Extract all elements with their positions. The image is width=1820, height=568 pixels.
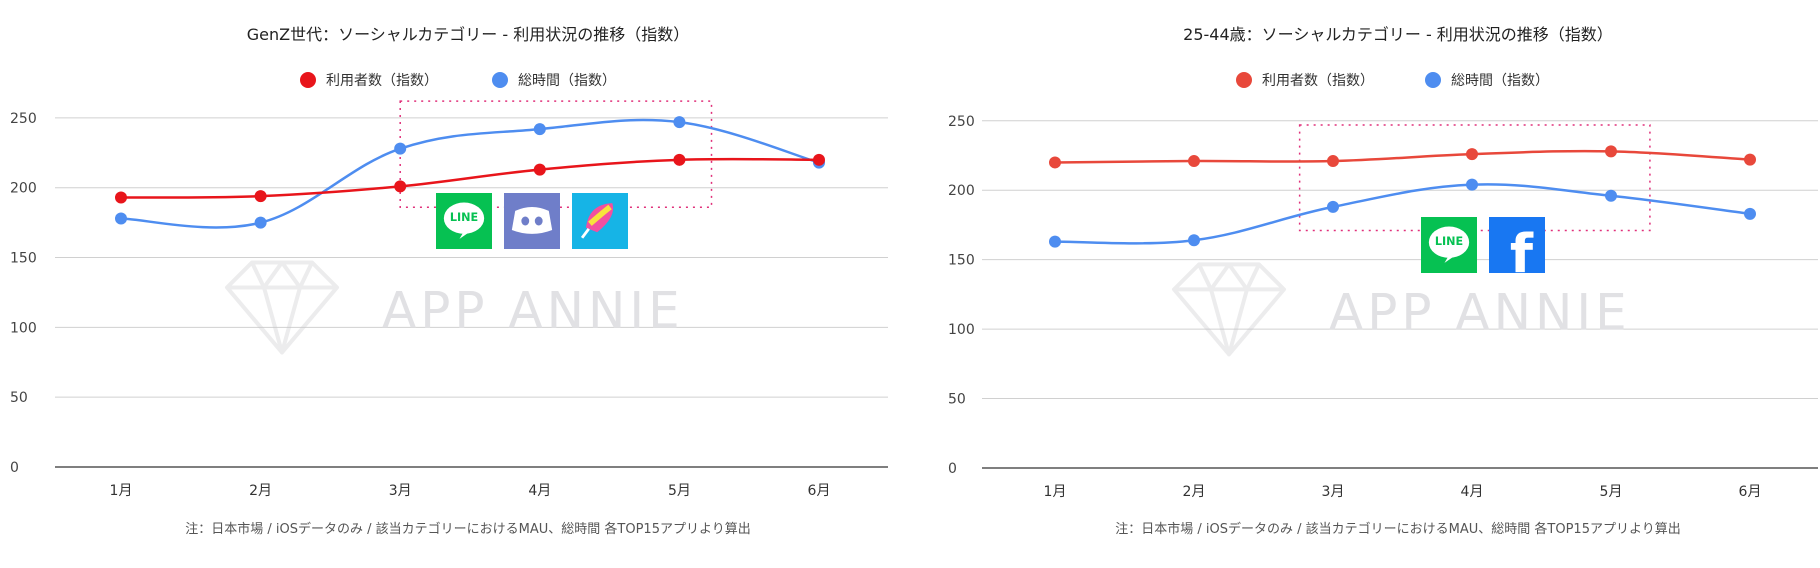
chart-genz-svg: GenZ世代：ソーシャルカテゴリー - 利用状況の推移（指数） 利用者数（指数） 総… [10,25,888,537]
x-tick-label: 3月 [1322,484,1345,500]
y-tick-label: 150 [948,253,975,269]
discord-icon-eye [521,216,530,226]
y-tick-label: 200 [10,181,37,197]
chart-25-44-svg: 25-44歳：ソーシャルカテゴリー - 利用状況の推移（指数） 利用者数（指数） 総… [948,25,1818,537]
y-tick-label: 100 [10,320,37,336]
x-tick-label: 1月 [1044,484,1067,500]
series-1-point [533,123,546,136]
legend-marker [1425,72,1441,88]
chart-25-44: 25-44歳：ソーシャルカテゴリー - 利用状況の推移（指数） 利用者数（指数） 総… [930,0,1820,564]
legend-marker [1236,72,1252,88]
highlight-box [399,100,713,209]
discord-icon-eye [534,216,543,226]
y-tick-label: 50 [948,392,966,408]
series-0-point [1049,156,1061,169]
series-line-0 [120,157,820,199]
series-line-0 [1054,149,1751,164]
series-0-point [1605,145,1617,158]
series-0-point [533,163,546,176]
series-0-point [673,153,686,166]
peing-icon-quill [580,228,590,239]
y-tick-label: 250 [10,111,37,127]
line-icon: LINE [1421,217,1477,273]
y-tick-label: 0 [948,461,957,477]
series-1-point [1466,178,1478,191]
x-tick-label: 2月 [1183,484,1206,500]
series-0-point [1466,148,1478,161]
x-tick-label: 2月 [249,483,272,499]
watermark-text: APP ANNIE [1329,283,1631,341]
facebook-icon-bg [1489,217,1545,273]
series-1-point [673,116,686,129]
y-tick-label: 250 [948,114,975,130]
legend-marker [492,72,508,88]
series-1-point [254,216,267,229]
chart-title: GenZ世代：ソーシャルカテゴリー - 利用状況の推移（指数） [247,25,690,44]
x-tick-label: 3月 [389,483,412,499]
app-annie-watermark [225,260,339,355]
legend: 利用者数（指数） 総時間（指数） [1236,72,1549,89]
app-icons: LINE f [1421,217,1545,285]
discord-icon [504,193,560,249]
series-line-1 [1054,183,1751,245]
line-icon: LINE [436,193,492,249]
legend-marker [300,72,316,88]
line-icon-mark: LINE [450,211,478,224]
x-tick-label: 1月 [110,483,133,499]
facebook-icon-mark: f [1510,223,1534,285]
series-1-point [1327,200,1339,213]
series-1-point [115,212,127,225]
series-0-point [813,153,825,166]
highlight-box [1298,124,1651,232]
series-1-point [394,142,407,155]
series-1-point [1744,207,1756,220]
x-tick-label: 6月 [1739,484,1762,500]
x-tick-label: 5月 [1600,484,1623,500]
y-tick-label: 100 [948,322,975,338]
discord-icon-face [511,207,553,234]
peing-icon-stripe [588,204,612,226]
x-tick-label: 4月 [528,483,551,499]
series-1-point [1605,189,1617,202]
series-1-point [1188,234,1200,247]
series-1-point [1049,235,1061,248]
peing-icon [572,193,628,249]
y-tick-label: 200 [948,183,975,199]
line-icon-tail [459,231,471,239]
watermark-diamond-icon [1172,262,1286,357]
watermark-text: APP ANNIE [382,281,684,339]
footnote: 注：日本市場 / iOSデータのみ / 該当カテゴリーにおけるMAU、総時間 各… [185,521,750,537]
watermark-diamond-icon [225,260,339,355]
app-annie-watermark [1172,262,1286,357]
line-icon-bubble [443,202,485,234]
series-0-point [1188,155,1200,168]
legend-label: 総時間（指数） [518,73,616,89]
x-tick-label: 6月 [808,483,831,499]
x-tick-label: 4月 [1461,484,1484,500]
y-tick-label: 50 [10,390,28,406]
app-icons: LINE [436,193,628,249]
chart-title: 25-44歳：ソーシャルカテゴリー - 利用状況の推移（指数） [1183,25,1613,44]
legend: 利用者数（指数） 総時間（指数） [300,72,616,89]
legend-label: 利用者数（指数） [1262,73,1374,89]
footnote: 注：日本市場 / iOSデータのみ / 該当カテゴリーにおけるMAU、総時間 各… [1115,521,1680,537]
facebook-icon: f [1489,217,1545,285]
legend-label: 利用者数（指数） [326,73,438,89]
series-0-point [1327,155,1339,168]
series-0-point [1744,153,1756,166]
series-0-point [394,180,407,193]
legend-label: 総時間（指数） [1451,73,1549,89]
series-0-point [254,190,267,203]
line-icon-mark: LINE [1435,235,1463,248]
y-tick-label: 0 [10,460,19,476]
series-line-1 [120,118,820,229]
series-0-point [115,191,127,204]
line-icon-bubble [1428,226,1470,258]
x-tick-label: 5月 [668,483,691,499]
y-tick-label: 150 [10,251,37,267]
chart-genz: GenZ世代：ソーシャルカテゴリー - 利用状況の推移（指数） 利用者数（指数） 総… [0,0,900,564]
